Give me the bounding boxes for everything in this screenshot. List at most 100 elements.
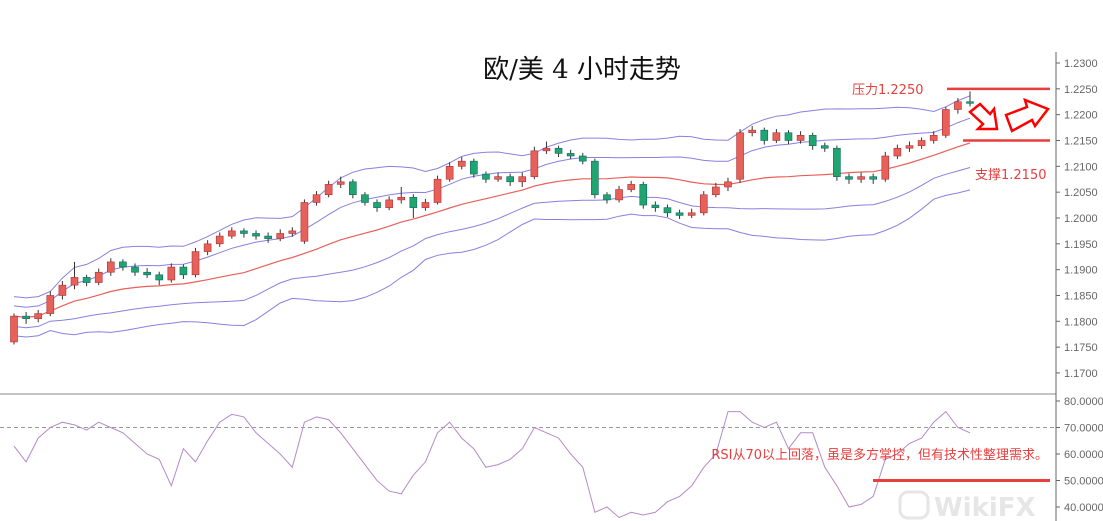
candle	[361, 192, 369, 206]
candle-body-down	[845, 176, 853, 180]
candle	[46, 291, 55, 317]
candle-body-up	[699, 194, 708, 214]
candle-body-down	[603, 194, 611, 201]
candle-body-down	[482, 173, 490, 180]
candle-body-down	[833, 147, 841, 177]
candle-body-down	[820, 145, 829, 149]
candle	[312, 191, 321, 206]
watermark-logo: WikiFX	[898, 490, 1036, 521]
price-tick-label: 1.2300	[1064, 58, 1098, 70]
candle	[603, 192, 611, 204]
candle	[615, 185, 623, 203]
lower-outer-band	[13, 189, 971, 338]
resistance-label: 压力1.2250	[852, 83, 924, 98]
upper-outer-band	[13, 95, 971, 299]
candle	[687, 208, 696, 218]
candle-body-down	[651, 204, 660, 208]
candle	[506, 173, 514, 186]
candle-body-down	[578, 155, 587, 162]
candle	[857, 172, 865, 183]
candle-body-up	[203, 243, 212, 252]
candle-body-up	[542, 147, 551, 152]
candle	[639, 181, 648, 209]
candle	[530, 146, 539, 180]
candle	[34, 309, 43, 323]
candle	[845, 173, 853, 184]
candle	[324, 180, 333, 198]
candle	[748, 126, 756, 137]
candle	[796, 131, 805, 144]
support-label: 支撑1.2150	[975, 168, 1047, 183]
candle	[215, 232, 224, 247]
candle-body-up	[336, 181, 345, 185]
candle-body-up	[627, 184, 635, 190]
candle	[542, 141, 551, 154]
candle-body-down	[179, 266, 188, 276]
candle	[131, 263, 139, 276]
candle	[724, 177, 732, 192]
candle-body-up	[191, 251, 200, 276]
candle	[373, 199, 381, 212]
candle-body-up	[288, 230, 297, 234]
candle-body-down	[131, 266, 139, 273]
candle-body-up	[70, 277, 79, 286]
candle-body-down	[264, 235, 272, 239]
candle	[276, 229, 285, 242]
candle-body-up	[457, 160, 466, 167]
candle	[482, 171, 490, 183]
candle	[917, 137, 926, 149]
candle-body-up	[724, 181, 732, 188]
candle	[155, 271, 164, 286]
candle	[349, 179, 357, 199]
candle	[288, 227, 297, 237]
rsi-tick-label: 80.0000	[1064, 396, 1103, 408]
candle	[518, 172, 527, 187]
candle	[22, 312, 30, 324]
candle-body-down	[506, 176, 514, 183]
candle-body-up	[494, 176, 502, 180]
candle	[820, 142, 829, 152]
candle-body-down	[784, 132, 793, 141]
candle-body-up	[34, 313, 43, 320]
rsi-tick-label: 50.0000	[1064, 476, 1103, 488]
candle-body-down	[155, 274, 164, 281]
price-tick-label: 1.1700	[1064, 368, 1098, 380]
candle-body-up	[917, 140, 926, 146]
candle	[240, 228, 248, 238]
candle	[457, 157, 466, 170]
candle-body-up	[421, 202, 430, 208]
candle-body-up	[905, 145, 914, 149]
candle-body-down	[409, 197, 418, 208]
candle	[663, 204, 672, 217]
candle	[409, 194, 418, 218]
candle-body-up	[893, 147, 902, 157]
candle-body-up	[215, 235, 224, 245]
candle-body-up	[445, 166, 454, 180]
lower-inner-band	[13, 167, 971, 329]
candle-body-up	[772, 132, 781, 141]
candle	[228, 227, 236, 239]
candle	[893, 144, 902, 160]
rsi-tick-label: 70.0000	[1064, 423, 1103, 435]
rsi-note: RSI从70以上回落，虽是多方掌控，但有技术性整理需求。	[711, 447, 1048, 463]
candle-body-up	[941, 109, 950, 136]
candle-body-up	[857, 176, 865, 180]
candle-body-down	[143, 271, 151, 276]
candle	[300, 199, 309, 244]
candle	[833, 145, 841, 181]
watermark-text: WikiFX	[934, 493, 1036, 521]
candle	[712, 182, 720, 198]
candle	[627, 180, 635, 193]
candle-body-down	[663, 207, 672, 214]
price-tick-label: 1.1900	[1064, 265, 1098, 277]
candle	[905, 141, 914, 152]
price-tick-label: 1.1850	[1064, 290, 1098, 302]
candle	[433, 175, 442, 205]
candle	[119, 259, 127, 271]
candle-body-down	[808, 135, 817, 146]
candle	[167, 263, 176, 283]
candle	[70, 261, 79, 290]
candle	[699, 191, 708, 216]
rsi-tick-label: 60.0000	[1064, 449, 1103, 461]
down-arrow-icon	[968, 102, 999, 131]
